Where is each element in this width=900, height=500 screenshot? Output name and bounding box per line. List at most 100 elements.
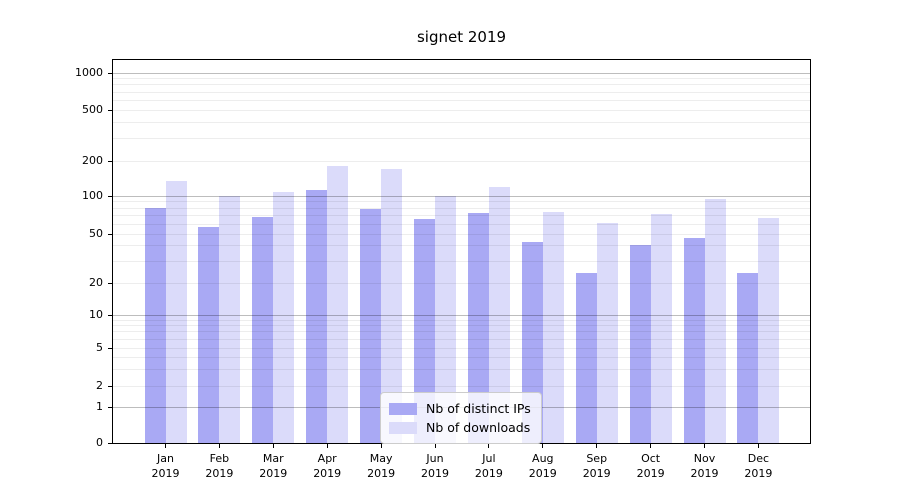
month-label: Dec	[747, 452, 770, 465]
year-label: 2019	[367, 467, 396, 480]
x-tick	[488, 444, 490, 448]
gridline-minor	[113, 84, 810, 86]
x-tick-label-jun: Jun 2019	[407, 451, 463, 481]
month-label: Jan	[157, 452, 174, 465]
legend-swatch-distinct-ips	[389, 402, 417, 415]
bar-distinct-ips-jul	[467, 213, 489, 443]
gridline-minor	[113, 338, 810, 340]
x-tick-label-jan: Jan 2019	[138, 451, 194, 481]
y-tick-label: 100	[82, 189, 103, 202]
month-label: Jul	[482, 452, 496, 465]
bar-distinct-ips-nov	[683, 238, 705, 443]
gridline-minor	[113, 245, 810, 247]
x-tick	[434, 444, 436, 448]
bar-distinct-ips-may	[360, 208, 382, 443]
legend-swatch-downloads	[389, 421, 417, 434]
y-tick	[108, 443, 112, 444]
x-tick	[326, 444, 328, 448]
bar-downloads-feb	[219, 196, 241, 443]
x-tick	[650, 444, 652, 448]
x-tick	[218, 444, 220, 448]
gridline-minor	[113, 385, 810, 387]
x-tick	[165, 444, 166, 448]
bar-downloads-dec	[758, 217, 780, 443]
y-tick-label: 500	[82, 103, 103, 116]
year-label: 2019	[636, 467, 665, 480]
month-label: Sep	[586, 452, 608, 465]
y-tick	[108, 73, 112, 74]
chart-title: signet 2019	[416, 28, 507, 46]
year-label: 2019	[690, 467, 719, 480]
gridline-major	[113, 195, 810, 197]
year-label: 2019	[474, 467, 503, 480]
gridline-minor	[113, 319, 810, 321]
year-label: 2019	[259, 467, 288, 480]
gridline-minor	[113, 207, 810, 209]
x-tick-label-mar: Mar 2019	[245, 451, 301, 481]
legend: Nb of distinct IPs Nb of downloads	[380, 392, 542, 444]
gridline-minor	[113, 260, 810, 262]
x-tick-label-dec: Dec 2019	[730, 451, 786, 481]
y-tick	[108, 315, 112, 316]
legend-label-downloads: Nb of downloads	[426, 420, 531, 435]
x-tick-label-jul: Jul 2019	[461, 451, 517, 481]
bar-distinct-ips-mar	[252, 217, 274, 443]
bar-downloads-mar	[273, 192, 295, 443]
month-label: Feb	[209, 452, 230, 465]
year-label: 2019	[582, 467, 611, 480]
legend-item-distinct-ips: Nb of distinct IPs	[389, 399, 531, 418]
bar-distinct-ips-jan	[144, 208, 166, 443]
gridline-minor	[113, 215, 810, 217]
month-label: Jun	[426, 452, 444, 465]
gridline-minor	[113, 282, 810, 284]
bar-downloads-aug	[542, 211, 564, 443]
y-tick	[108, 283, 112, 284]
gridline-minor	[113, 331, 810, 333]
bar-downloads-sep	[596, 223, 618, 443]
x-tick	[272, 444, 274, 448]
gridline-minor	[113, 91, 810, 93]
y-tick-label: 0	[96, 436, 103, 449]
y-tick-label: 5	[96, 341, 103, 354]
gridline-minor	[113, 121, 810, 123]
gridline-minor	[113, 356, 810, 358]
bar-downloads-oct	[650, 214, 672, 443]
y-tick	[108, 110, 112, 111]
year-label: 2019	[205, 467, 234, 480]
gridline-minor	[113, 160, 810, 162]
month-label: Nov	[693, 452, 716, 465]
x-tick	[380, 444, 382, 448]
bar-downloads-jun	[435, 196, 456, 443]
x-tick-label-feb: Feb 2019	[191, 451, 247, 481]
x-tick-label-nov: Nov 2019	[677, 451, 733, 481]
x-tick-label-sep: Sep 2019	[569, 451, 625, 481]
x-tick	[757, 444, 759, 448]
bar-distinct-ips-feb	[198, 226, 220, 443]
legend-item-downloads: Nb of downloads	[389, 418, 531, 437]
gridline-minor	[113, 223, 810, 225]
gridline-minor	[113, 109, 810, 111]
x-tick	[704, 444, 705, 448]
y-tick	[108, 196, 112, 197]
plot-area: Nb of distinct IPs Nb of downloads 0 1 2 5 1…	[75, 59, 811, 480]
y-tick	[108, 386, 112, 387]
bar-downloads-may	[381, 169, 403, 443]
x-tick-label-apr: Apr 2019	[299, 451, 355, 481]
x-tick	[596, 444, 598, 448]
year-label: 2019	[421, 467, 449, 480]
y-tick	[108, 161, 112, 162]
month-label: Apr	[317, 452, 337, 465]
x-tick-label-aug: Aug 2019	[515, 451, 571, 481]
month-label: May	[369, 452, 393, 465]
bar-distinct-ips-dec	[737, 273, 759, 443]
bar-downloads-nov	[704, 199, 726, 443]
bar-downloads-jan	[165, 180, 187, 443]
gridline-major	[113, 314, 810, 316]
gridline-minor	[113, 78, 810, 80]
y-tick-label: 1	[96, 400, 103, 413]
x-tick-label-may: May 2019	[353, 451, 409, 481]
y-tick-label: 2	[96, 379, 103, 392]
year-label: 2019	[313, 467, 342, 480]
year-label: 2019	[528, 467, 557, 480]
gridline-minor	[113, 201, 810, 203]
